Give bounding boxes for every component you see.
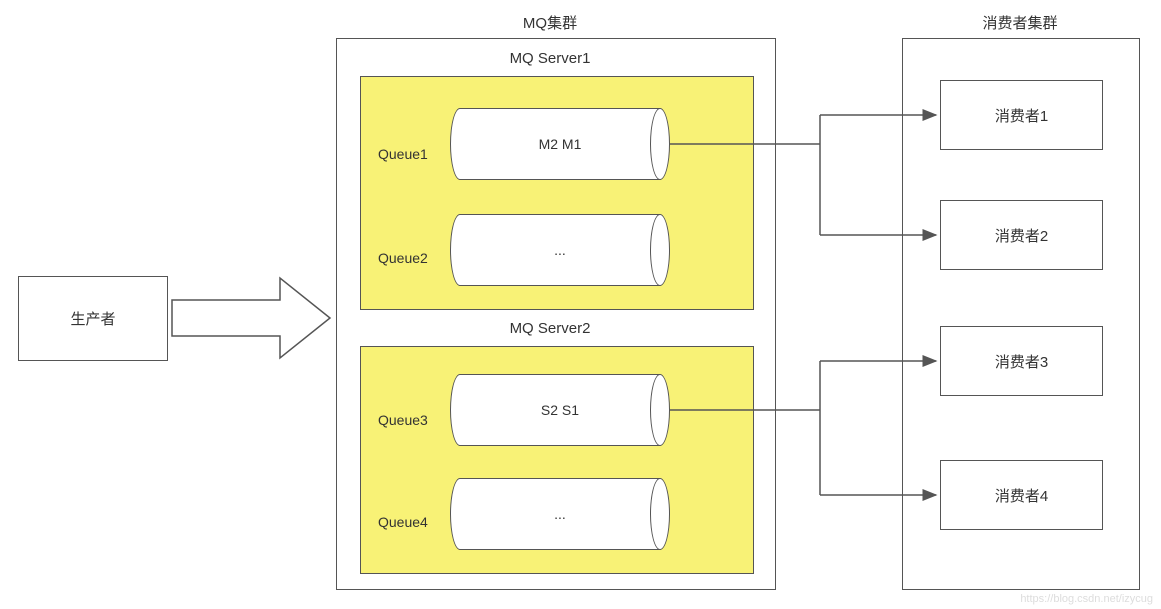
queue1-label: Queue1 — [378, 146, 428, 162]
queue4-cylinder: ... — [460, 478, 670, 550]
consumer4-label: 消费者4 — [995, 485, 1048, 506]
consumer2-label: 消费者2 — [995, 225, 1048, 246]
queue1-content: M2 M1 — [539, 136, 582, 152]
queue4-content: ... — [554, 506, 566, 522]
queue3-label: Queue3 — [378, 412, 428, 428]
queue2-cylinder: ... — [460, 214, 670, 286]
consumer1-box: 消费者1 — [940, 80, 1103, 150]
consumer4-box: 消费者4 — [940, 460, 1103, 530]
consumer3-box: 消费者3 — [940, 326, 1103, 396]
consumer-cluster-title: 消费者集群 — [970, 12, 1070, 33]
producer-box: 生产者 — [18, 276, 168, 361]
queue3-content: S2 S1 — [541, 402, 579, 418]
producer-label: 生产者 — [70, 308, 115, 329]
queue3-cylinder: S2 S1 — [460, 374, 670, 446]
queue4-label: Queue4 — [378, 514, 428, 530]
queue2-label: Queue2 — [378, 250, 428, 266]
queue1-cylinder: M2 M1 — [460, 108, 670, 180]
watermark: https://blog.csdn.net/izycug — [1020, 593, 1153, 605]
queue2-content: ... — [554, 242, 566, 258]
consumer1-label: 消费者1 — [995, 105, 1048, 126]
mq-server1-title: MQ Server1 — [500, 50, 600, 67]
mq-server2-title: MQ Server2 — [500, 320, 600, 337]
consumer3-label: 消费者3 — [995, 351, 1048, 372]
consumer2-box: 消费者2 — [940, 200, 1103, 270]
mq-cluster-title: MQ集群 — [510, 12, 590, 33]
